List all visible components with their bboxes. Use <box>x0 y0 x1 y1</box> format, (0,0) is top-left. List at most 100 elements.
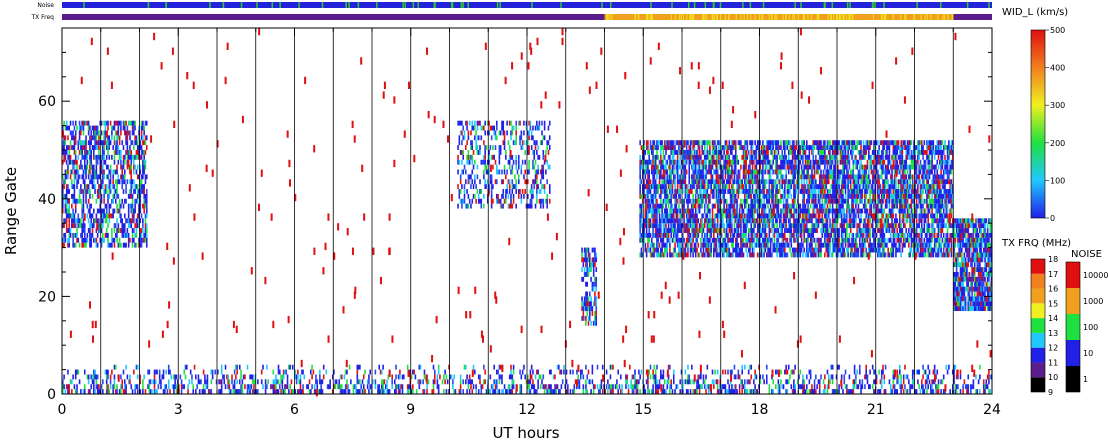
data-cell <box>802 379 804 385</box>
data-cell <box>100 223 103 229</box>
data-cell <box>297 369 299 375</box>
data-cell <box>131 213 134 219</box>
data-cell <box>63 184 65 190</box>
data-cell <box>767 150 769 155</box>
data-cell <box>129 374 131 380</box>
data-cell <box>490 193 493 199</box>
data-cell <box>671 145 674 150</box>
data-cell <box>728 169 731 175</box>
data-cell <box>687 213 689 219</box>
data-cell <box>626 379 629 385</box>
data-cell <box>665 164 667 170</box>
data-cell <box>419 379 422 385</box>
data-cell <box>689 218 692 224</box>
data-cell <box>616 384 618 390</box>
data-cell <box>382 379 384 385</box>
data-cell <box>68 145 71 150</box>
data-cell <box>741 179 744 185</box>
data-cell <box>573 389 576 394</box>
data-cell <box>582 311 585 316</box>
data-cell <box>758 154 760 160</box>
data-cell <box>707 228 710 233</box>
noise-accent <box>402 2 404 8</box>
data-cell <box>753 193 755 199</box>
data-cell <box>99 169 102 175</box>
data-cell <box>126 154 129 160</box>
data-cell <box>127 237 130 243</box>
data-cell <box>397 374 400 380</box>
data-cell <box>680 159 683 165</box>
data-cell <box>64 193 67 199</box>
data-cell <box>670 379 672 385</box>
data-cell <box>755 189 758 194</box>
data-cell <box>113 140 116 146</box>
noise-accent <box>846 2 849 8</box>
data-cell <box>639 169 641 175</box>
data-cell <box>663 184 666 190</box>
data-cell <box>496 179 498 185</box>
data-cell <box>697 228 700 233</box>
data-cell <box>530 135 533 141</box>
data-cell <box>763 198 765 204</box>
data-cell <box>82 198 85 204</box>
data-cell <box>590 389 592 394</box>
data-cell <box>437 384 440 390</box>
data-cell <box>319 379 321 385</box>
data-cell <box>687 228 689 233</box>
data-cell <box>742 184 745 190</box>
data-cell <box>641 184 644 190</box>
data-cell <box>661 237 663 243</box>
data-cell <box>511 203 514 209</box>
data-cell <box>696 223 698 229</box>
data-cell <box>527 150 529 155</box>
data-cell <box>76 237 78 243</box>
data-cell <box>72 213 74 219</box>
data-cell <box>484 369 486 375</box>
data-cell <box>86 120 89 126</box>
data-cell <box>74 374 77 380</box>
data-cell <box>508 120 511 126</box>
data-cell <box>153 369 156 375</box>
data-cell <box>124 169 126 175</box>
data-cell <box>653 213 656 219</box>
data-cell <box>670 203 672 209</box>
data-cell <box>669 247 671 253</box>
data-cell <box>756 193 759 199</box>
data-cell <box>548 384 551 390</box>
freq-segment-accent <box>692 14 694 20</box>
data-cell <box>734 374 737 380</box>
data-cell <box>463 164 466 170</box>
data-cell <box>762 169 764 175</box>
data-cell <box>691 208 693 214</box>
data-cell <box>734 389 737 394</box>
data-cell <box>693 223 696 229</box>
data-cell <box>536 189 538 194</box>
data-cell <box>68 150 71 155</box>
data-cell <box>640 213 643 219</box>
data-cell <box>670 228 672 233</box>
data-cell <box>666 213 669 219</box>
data-cell <box>760 232 763 238</box>
data-cell <box>768 223 771 229</box>
data-cell <box>68 218 71 224</box>
data-cell <box>135 228 138 233</box>
data-cell <box>143 125 145 131</box>
data-cell <box>698 179 701 185</box>
data-cell <box>758 150 760 155</box>
data-cell <box>975 389 977 394</box>
data-cell <box>374 379 377 385</box>
data-cell <box>95 145 98 150</box>
data-cell <box>689 213 692 219</box>
data-cell <box>493 379 496 385</box>
data-cell <box>680 237 683 243</box>
data-cell <box>116 120 118 126</box>
data-cell <box>666 218 669 224</box>
data-cell <box>589 379 591 385</box>
data-cell <box>65 150 68 155</box>
data-cell <box>767 193 769 199</box>
data-cell <box>83 169 86 175</box>
data-cell <box>719 247 722 253</box>
data-cell <box>93 154 95 160</box>
data-cell <box>688 228 691 233</box>
data-cell <box>118 135 121 141</box>
